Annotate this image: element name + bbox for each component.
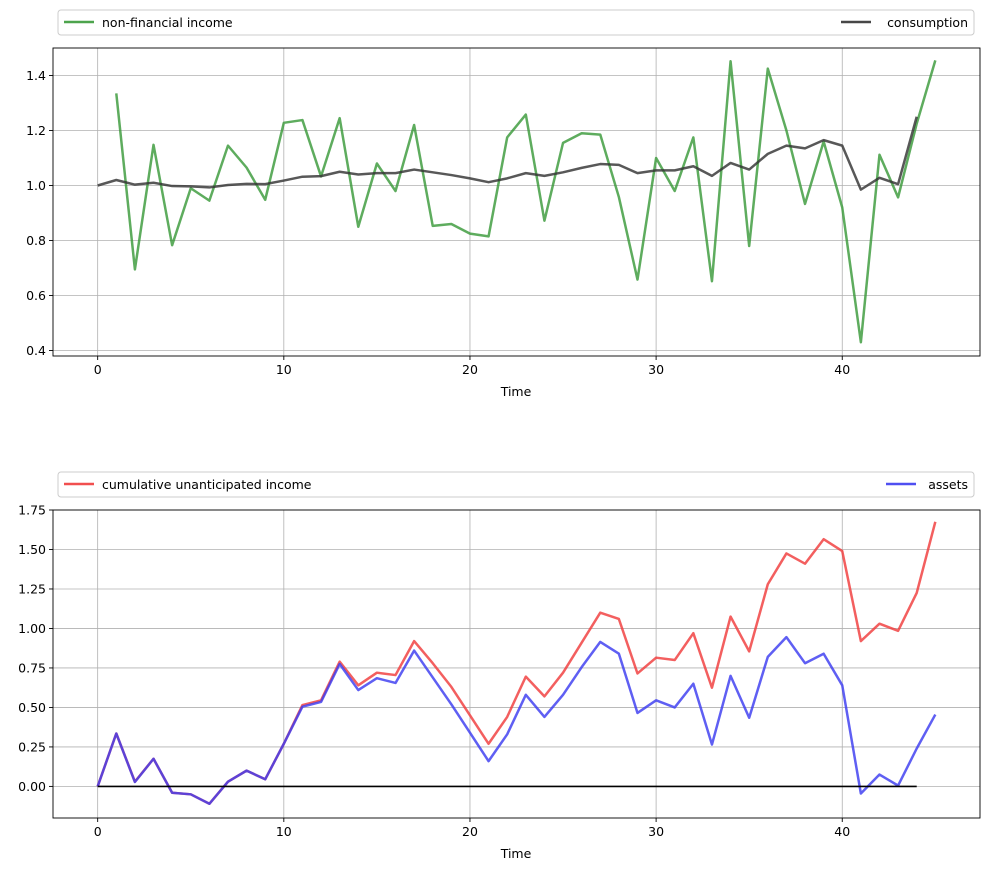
top-legend-box [57,9,975,36]
bottom-ytick-label-1: 0.25 [18,739,46,754]
bottom-legend: cumulative unanticipated income assets [57,471,975,498]
bottom-ytick-label-5: 1.25 [18,581,46,596]
top-chart: 0 10 20 30 40 0.4 0.6 0.8 1.0 1.2 1.4 Time non-fin… [26,9,981,399]
top-ytick-label-2: 0.8 [26,233,46,248]
top-xtick-label-10: 10 [276,362,292,377]
top-xtick-label-20: 20 [462,362,478,377]
bottom-xtick-label-10: 10 [276,824,292,839]
bottom-legend-box [57,471,975,498]
bottom-axes-frame [52,509,981,819]
bottom-ytick-label-6: 1.50 [18,542,46,557]
bottom-series-group [96,521,937,806]
bottom-chart: 0 10 20 30 40 0.00 0.25 0.50 0.75 1.00 1.25 1.50 1.7… [18,471,981,861]
series-line-assets [96,635,937,806]
top-ytick-label-3: 1.0 [26,178,46,193]
top-xtick-label-0: 0 [94,362,102,377]
top-ytick-label-5: 1.4 [26,68,46,83]
top-ytick-label-1: 0.6 [26,288,46,303]
top-xlabel: Time [500,384,532,399]
legend-label-assets: assets [928,477,968,492]
top-axes-frame [52,47,981,357]
bottom-ticks: 0 10 20 30 40 0.00 0.25 0.50 0.75 1.00 1.25 1.50 1.7… [18,503,850,840]
bottom-ytick-label-3: 0.75 [18,660,46,675]
bottom-xlabel: Time [500,846,532,861]
top-series-group [97,59,937,344]
bottom-ytick-label-2: 0.50 [18,700,46,715]
top-xtick-label-40: 40 [834,362,850,377]
bottom-ytick-label-0: 0.00 [18,779,46,794]
top-legend: non-financial income consumption [57,9,975,36]
bottom-xtick-label-0: 0 [94,824,102,839]
bottom-xtick-label-20: 20 [462,824,478,839]
bottom-ytick-label-4: 1.00 [18,621,46,636]
bottom-xtick-label-40: 40 [834,824,850,839]
top-grid [53,48,980,356]
top-xtick-label-30: 30 [648,362,664,377]
top-ytick-label-4: 1.2 [26,123,46,138]
legend-label-non-financial-income: non-financial income [102,15,233,30]
bottom-ytick-label-7: 1.75 [18,503,46,518]
legend-label-cumulative-unanticipated-income: cumulative unanticipated income [102,477,312,492]
bottom-xtick-label-30: 30 [648,824,664,839]
top-ytick-label-0: 0.4 [26,343,46,358]
legend-label-consumption: consumption [887,15,968,30]
series-line-non-financial-income [115,59,937,344]
top-ticks: 0 10 20 30 40 0.4 0.6 0.8 1.0 1.2 1.4 [26,68,850,377]
series-line-consumption [97,116,918,191]
